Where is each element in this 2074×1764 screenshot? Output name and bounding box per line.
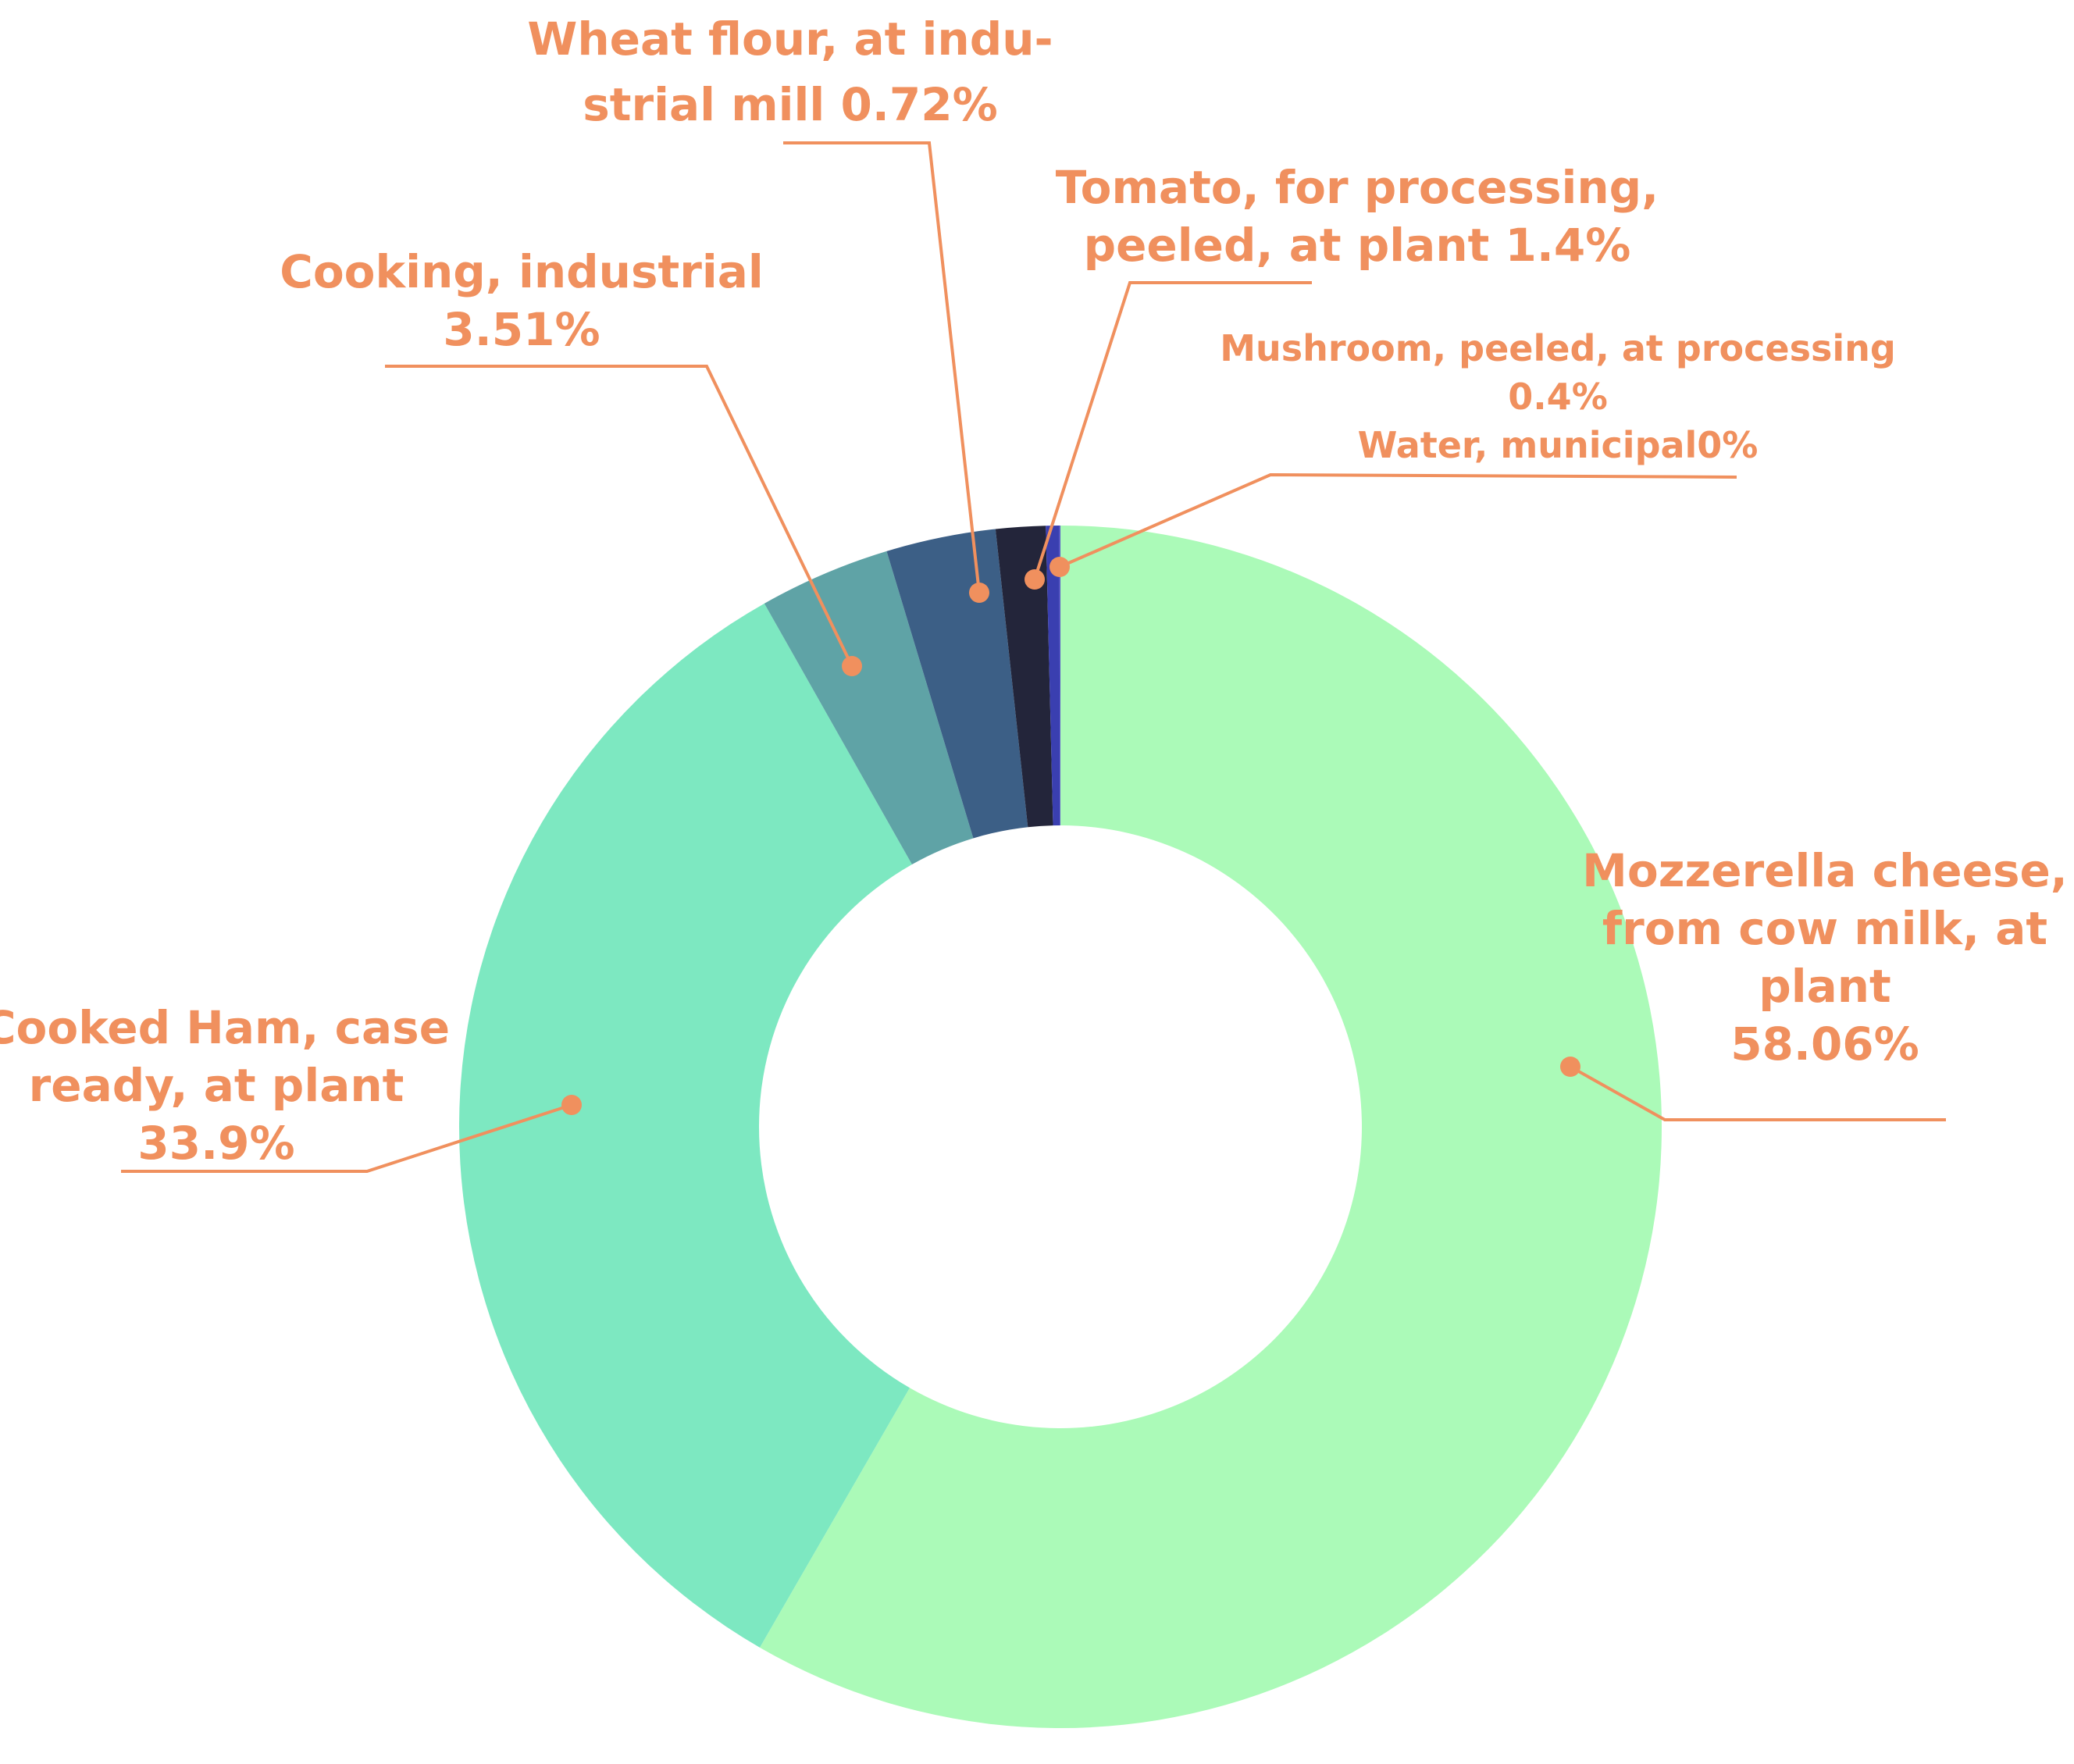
label-line: from cow milk, at (1602, 902, 2047, 955)
slice-wheat-flour-at-industrial-mill (886, 529, 1028, 839)
slice-tomato-for-processing-peeled-at-plant (995, 526, 1053, 828)
leader-dot-wheat-flour-at-industrial-mill (969, 583, 989, 603)
label-line: ready, at plant (29, 1059, 404, 1112)
label-cooking-industrial: Cooking, industrial 3.51% (280, 245, 763, 356)
donut-slices (459, 526, 1662, 1728)
leader-dot-mozzerella-cheese-from-cow-milk-at-plant (1560, 1057, 1580, 1077)
label-line: 3.51% (443, 303, 600, 356)
leader-lines (121, 141, 1946, 1173)
label-line: Wheat flour, at indu- (527, 12, 1053, 66)
label-wheat-flour-at-industrial-mill: Wheat flour, at indu-strial mill 0.72% (527, 12, 1053, 131)
slice-labels: Mozzerella cheese, from cow milk, at plant… (0, 12, 2068, 1170)
label-mozzerella-cheese-from-cow-milk-at-plant: Mozzerella cheese, from cow milk, at plant… (1582, 844, 2068, 1071)
label-line: Cooked Ham, case (0, 1001, 450, 1054)
label-line: Mushroom, peeled, at processing (1220, 327, 1896, 369)
label-line: Water, municipal0% (1358, 424, 1759, 466)
label-mushroom-peeled-at-processing: Mushroom, peeled, at processing 0.4% (1220, 327, 1896, 418)
label-line: Mozzerella cheese, (1582, 844, 2068, 897)
leader-line-wheat-flour-at-industrial-mill (783, 141, 981, 593)
label-line: peeled, at plant 1.4% (1084, 219, 1631, 272)
leader-line-cooked-ham-case-ready-at-plant (121, 1103, 572, 1173)
label-cooked-ham-case-ready-at-plant: Cooked Ham, case ready, at plant 33.9% (0, 1001, 450, 1170)
slice-mushroom-peeled-at-processing (1046, 526, 1060, 826)
slice-mozzerella-cheese-from-cow-milk-at-plant (760, 526, 1662, 1728)
label-line: 58.06% (1730, 1017, 1919, 1071)
label-line: Tomato, for processing, (1056, 161, 1659, 214)
slice-cooked-ham-case-ready-at-plant (459, 603, 912, 1648)
label-line: Cooking, industrial (280, 245, 763, 298)
leader-dot-tomato-for-processing-peeled-at-plant (1025, 569, 1045, 590)
leader-dot-cooking-industrial (842, 656, 862, 676)
leader-line-mozzerella-cheese-from-cow-milk-at-plant (1570, 1065, 1946, 1121)
leader-line-cooking-industrial (385, 365, 853, 667)
label-line: 33.9% (137, 1117, 294, 1170)
label-line: strial mill 0.72% (583, 78, 997, 131)
leader-line-water-municipal (1059, 472, 1737, 568)
leader-dot-cooked-ham-case-ready-at-plant (561, 1095, 582, 1115)
label-line: 0.4% (1508, 376, 1608, 418)
label-tomato-for-processing-peeled-at-plant: Tomato, for processing, peeled, at plant … (1056, 161, 1659, 272)
leader-dot-water-municipal (1049, 557, 1070, 577)
label-water-municipal: Water, municipal0% (1358, 424, 1759, 466)
slice-cooking-industrial (764, 551, 974, 865)
label-line: plant (1759, 960, 1891, 1013)
leader-line-tomato-for-processing-peeled-at-plant (1033, 281, 1312, 580)
